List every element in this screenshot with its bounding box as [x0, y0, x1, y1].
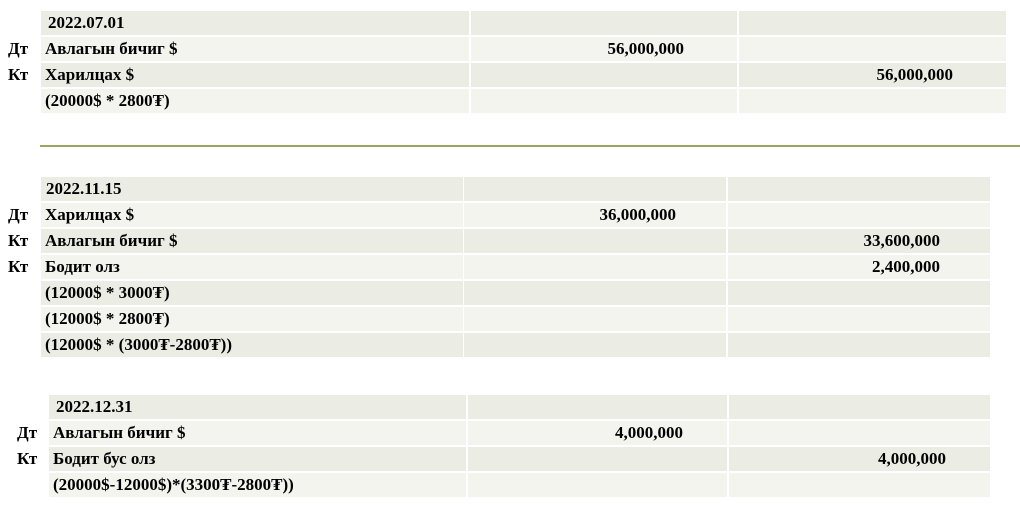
calculation-note: (12000$ * 2800₮): [41, 307, 463, 331]
journal-entry-2: 2022.11.15 Дт Харилцах $ 36,000,000 Кт А…: [8, 177, 990, 359]
debit-amount: [468, 447, 727, 471]
debit-amount: [471, 89, 737, 113]
credit-amount: [739, 37, 1006, 61]
account-name: Харилцах $: [41, 203, 463, 227]
account-side: [8, 89, 40, 113]
credit-amount: [728, 281, 990, 305]
entry-row: (12000$ * 3000₮): [8, 281, 990, 305]
entry-row: Дт Авлагын бичиг $ 4,000,000: [17, 421, 990, 445]
account-side: Кт: [8, 231, 29, 250]
credit-amount: [739, 11, 1006, 35]
account-name: Бодит бус олз: [49, 447, 466, 471]
account-side: [8, 333, 40, 357]
debit-amount: [464, 255, 726, 279]
section-divider: [40, 145, 1020, 147]
debit-amount: [468, 473, 727, 497]
account-side: Кт: [17, 449, 38, 468]
credit-amount: [728, 307, 990, 331]
debit-amount: [471, 63, 737, 87]
journal-entry-1: 2022.07.01 Дт Авлагын бичиг $ 56,000,000…: [8, 11, 1006, 115]
account-side: Дт: [17, 423, 38, 442]
entry-row: Кт Бодит бус олз 4,000,000: [17, 447, 990, 471]
credit-amount: [728, 333, 990, 357]
calculation-note: (20000$ * 2800₮): [41, 89, 469, 113]
debit-amount: [471, 11, 737, 35]
account-name: Авлагын бичиг $: [49, 421, 466, 445]
account-name: Бодит олз: [41, 255, 463, 279]
credit-amount: 33,600,000: [728, 229, 990, 253]
entry-row: (20000$-12000$)*(3300₮-2800₮)): [17, 473, 990, 497]
debit-amount: 56,000,000: [471, 37, 737, 61]
entry-row: 2022.07.01: [8, 11, 1006, 35]
entry-row: Дт Харилцах $ 36,000,000: [8, 203, 990, 227]
entry-row: (12000$ * (3000₮-2800₮)): [8, 333, 990, 357]
account-side: [8, 11, 40, 35]
debit-amount: 4,000,000: [468, 421, 727, 445]
account-side: Кт: [8, 257, 29, 276]
entry-row: 2022.12.31: [17, 395, 990, 419]
credit-amount: [729, 421, 990, 445]
entry-row: Дт Авлагын бичиг $ 56,000,000: [8, 37, 1006, 61]
entry-row: 2022.11.15: [8, 177, 990, 201]
credit-amount: [729, 473, 990, 497]
account-side: [8, 177, 40, 201]
account-side: Кт: [8, 65, 29, 84]
account-side: [17, 473, 48, 497]
entry-row: (20000$ * 2800₮): [8, 89, 1006, 113]
account-side: Дт: [8, 39, 29, 58]
calculation-note: (12000$ * (3000₮-2800₮)): [41, 333, 463, 357]
calculation-note: (12000$ * 3000₮): [41, 281, 463, 305]
debit-amount: [464, 281, 726, 305]
debit-amount: [464, 229, 726, 253]
entry-date: 2022.07.01: [41, 11, 469, 35]
credit-amount: 4,000,000: [729, 447, 990, 471]
credit-amount: [729, 395, 990, 419]
debit-amount: [464, 333, 726, 357]
account-side: [8, 307, 40, 331]
entry-row: Кт Харилцах $ 56,000,000: [8, 63, 1006, 87]
account-name: Харилцах $: [41, 63, 469, 87]
journal-entry-3: 2022.12.31 Дт Авлагын бичиг $ 4,000,000 …: [17, 395, 990, 499]
calculation-note: (20000$-12000$)*(3300₮-2800₮)): [49, 473, 466, 497]
credit-amount: 2,400,000: [728, 255, 990, 279]
debit-amount: [464, 177, 726, 201]
account-name: Авлагын бичиг $: [41, 229, 463, 253]
credit-amount: [728, 177, 990, 201]
entry-row: (12000$ * 2800₮): [8, 307, 990, 331]
credit-amount: 56,000,000: [739, 63, 1006, 87]
entry-date: 2022.12.31: [49, 395, 466, 419]
account-side: [17, 395, 48, 419]
credit-amount: [728, 203, 990, 227]
account-side: [8, 281, 40, 305]
debit-amount: 36,000,000: [464, 203, 726, 227]
credit-amount: [739, 89, 1006, 113]
debit-amount: [468, 395, 727, 419]
entry-row: Кт Бодит олз 2,400,000: [8, 255, 990, 279]
debit-amount: [464, 307, 726, 331]
account-name: Авлагын бичиг $: [41, 37, 469, 61]
account-side: Дт: [8, 205, 29, 224]
entry-date: 2022.11.15: [41, 177, 463, 201]
entry-row: Кт Авлагын бичиг $ 33,600,000: [8, 229, 990, 253]
